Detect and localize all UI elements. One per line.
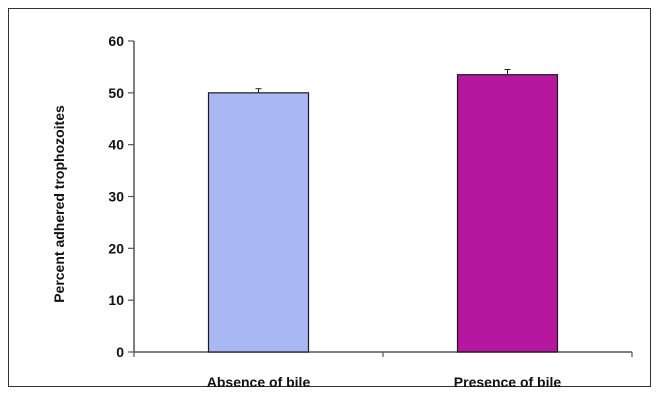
x-category-label: Absence of bile [207,374,311,390]
bars [207,69,559,353]
y-ticks: 0 10 20 30 40 50 60 [108,33,134,360]
bar [207,92,310,353]
y-tick-label: 10 [108,292,124,308]
y-tick-label: 50 [108,85,124,101]
y-tick-label: 60 [108,33,124,49]
x-ticks: Absence of bile Presence of bile [133,352,633,390]
bar [456,74,559,353]
y-tick-label: 30 [108,189,124,205]
y-tick-label: 0 [116,344,124,360]
x-category-label: Presence of bile [454,374,562,390]
y-tick-label: 20 [108,240,124,256]
y-axis-label: Percent adhered trophozoites [51,105,67,303]
y-tick-label: 40 [108,137,124,153]
